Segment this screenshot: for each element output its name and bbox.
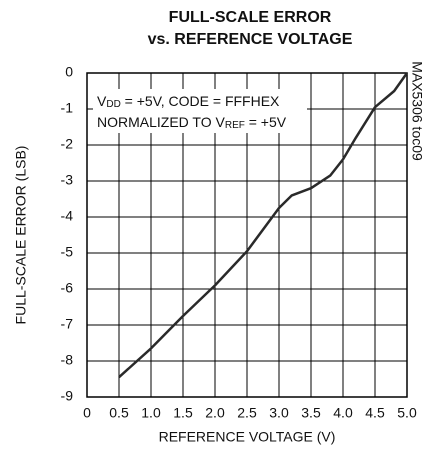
x-tick-label: 4.5 bbox=[365, 405, 385, 421]
y-tick-label: 0 bbox=[65, 64, 73, 80]
x-tick-label: 3.5 bbox=[301, 405, 321, 421]
annotation: NORMALIZED TO VREF = +5V bbox=[97, 114, 287, 131]
x-tick-label: 1.5 bbox=[173, 405, 193, 421]
y-tick-label: -5 bbox=[61, 244, 74, 260]
y-tick-label: -4 bbox=[61, 208, 74, 224]
y-axis-label: FULL-SCALE ERROR (LSB) bbox=[13, 146, 29, 325]
plot-frame bbox=[86, 72, 408, 398]
x-tick-label: 2.5 bbox=[237, 405, 257, 421]
annotation: VDD = +5V, CODE = FFFHEX bbox=[97, 93, 280, 110]
y-tick-label: -1 bbox=[61, 100, 74, 116]
annotation-part: = +5V, CODE = FFFHEX bbox=[121, 93, 280, 109]
y-tick-label: -8 bbox=[61, 352, 74, 368]
x-tick-label: 0 bbox=[83, 405, 91, 421]
y-tick-label: -3 bbox=[61, 172, 74, 188]
annotation-part: V bbox=[97, 93, 107, 109]
x-tick-label: 0.5 bbox=[109, 405, 129, 421]
side-note: MAX5306 toc09 bbox=[409, 61, 423, 161]
y-tick-label: -6 bbox=[61, 280, 74, 296]
annotation-part: = +5V bbox=[245, 114, 287, 130]
x-tick-label: 1.0 bbox=[141, 405, 161, 421]
annotation-part: REF bbox=[225, 120, 245, 131]
y-tick-label: -7 bbox=[61, 316, 74, 332]
annotation-part: DD bbox=[106, 99, 120, 110]
x-tick-label: 5.0 bbox=[397, 405, 417, 421]
data-line bbox=[118, 72, 409, 379]
chart-title: FULL-SCALE ERROR bbox=[169, 9, 332, 26]
x-axis-label: REFERENCE VOLTAGE (V) bbox=[159, 429, 336, 445]
y-tick-label: -9 bbox=[61, 388, 74, 404]
annotation-box bbox=[93, 89, 307, 133]
x-tick-label: 2.0 bbox=[205, 405, 225, 421]
x-tick-label: 4.0 bbox=[333, 405, 353, 421]
x-tick-label: 3.0 bbox=[269, 405, 289, 421]
annotation-part: NORMALIZED TO V bbox=[97, 114, 226, 130]
chart-title: vs. REFERENCE VOLTAGE bbox=[148, 31, 353, 48]
y-tick-label: -2 bbox=[61, 136, 74, 152]
